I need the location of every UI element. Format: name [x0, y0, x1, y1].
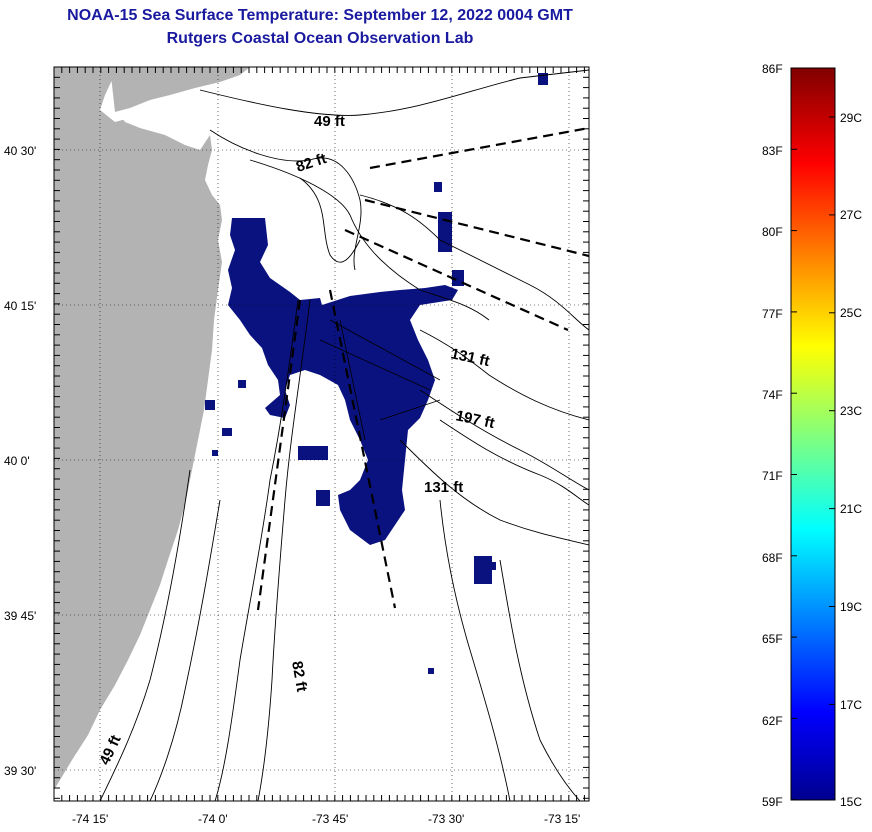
lat-label-39-30: 39 30': [4, 764, 37, 778]
lat-label-40-30: 40 30': [4, 144, 37, 158]
lon-label-73-45: -73 45': [312, 812, 349, 826]
land-new-jersey: [54, 67, 222, 790]
colorbar-label-77f: 77F: [762, 307, 783, 321]
lon-label-73-15: -73 15': [544, 812, 581, 826]
lon-label-74-0: -74 0': [198, 812, 228, 826]
depth-label-82ft-south: 82 ft: [288, 660, 310, 693]
colorbar-label-21c: 21C: [840, 502, 863, 516]
depth-label-49ft-north: 49 ft: [314, 113, 345, 130]
depth-contours: [99, 69, 589, 801]
depth-label-49ft-south: 49 ft: [96, 733, 124, 768]
colorbar-label-62f: 62F: [762, 714, 783, 728]
lat-label-40-15: 40 15': [4, 299, 37, 313]
colorbar-label-83f: 83F: [762, 144, 783, 158]
cold-water-patches: [205, 73, 548, 674]
colorbar-label-68f: 68F: [762, 551, 783, 565]
title-line-2: Rutgers Coastal Ocean Observation Lab: [166, 30, 474, 47]
depth-label-197ft: 197 ft: [454, 407, 496, 432]
colorbar-label-86f: 86F: [762, 62, 783, 76]
colorbar-ticks: [791, 67, 835, 801]
colorbar-label-74f: 74F: [762, 388, 783, 402]
colorbar-label-71f: 71F: [762, 469, 783, 483]
map-frame: [53, 66, 590, 802]
land-long-island: [110, 67, 250, 112]
depth-label-131ft-south: 131 ft: [424, 479, 463, 496]
depth-label-131ft-north: 131 ft: [449, 345, 491, 370]
lon-label-73-30: -73 30': [428, 812, 465, 826]
title-line-1: NOAA-15 Sea Surface Temperature: Septemb…: [67, 7, 573, 24]
lat-label-39-45: 39 45': [4, 609, 37, 623]
lat-label-40-0: 40 0': [4, 454, 30, 468]
colorbar-label-17c: 17C: [840, 698, 863, 712]
raritan-bay: [118, 104, 210, 150]
colorbar-label-29c: 29C: [840, 111, 863, 125]
colorbar: [790, 67, 836, 801]
dashed-shipping-lanes: [256, 126, 589, 611]
colorbar-label-23c: 23C: [840, 404, 863, 418]
lon-label-74-15: -74 15': [72, 812, 109, 826]
depth-label-82ft-north: 82 ft: [294, 150, 329, 176]
colorbar-label-27c: 27C: [840, 208, 863, 222]
thin-lines: [319, 319, 441, 441]
colorbar-label-65f: 65F: [762, 632, 783, 646]
colorbar-label-80f: 80F: [762, 225, 783, 239]
colorbar-label-19c: 19C: [840, 600, 863, 614]
colorbar-label-15c: 15C: [840, 795, 863, 809]
colorbar-label-59f: 59F: [762, 795, 783, 809]
frame-ticks: [53, 66, 589, 801]
colorbar-label-25c: 25C: [840, 306, 863, 320]
